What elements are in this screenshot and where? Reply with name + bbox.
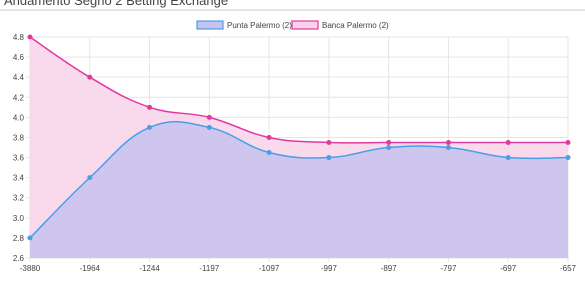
area — [30, 121, 568, 258]
x-tick-label: -1244 — [139, 264, 160, 273]
x-tick-label: -1097 — [259, 264, 280, 273]
x-tick-label: -1197 — [199, 264, 219, 273]
point — [445, 139, 451, 145]
point — [206, 124, 212, 130]
point — [445, 145, 451, 150]
point — [147, 124, 153, 130]
point — [386, 145, 392, 150]
y-tick-label: 4.4 — [13, 73, 25, 82]
x-tick-label: -1964 — [80, 264, 101, 273]
chart-title: Andamento Segno 2 Betting Exchange — [4, 0, 228, 8]
point — [206, 114, 212, 120]
legend-swatch — [196, 20, 224, 30]
x-tick-label: -3880 — [20, 264, 41, 273]
legend-label: Punta Palermo (2) — [227, 21, 292, 30]
point — [266, 134, 272, 140]
x-tick-label: -697 — [500, 264, 517, 273]
point — [87, 175, 93, 181]
y-tick-label: 4.6 — [13, 53, 25, 62]
point — [326, 139, 332, 145]
y-tick-label: 3.4 — [13, 174, 25, 183]
y-tick-label: 3.6 — [13, 154, 25, 163]
point — [326, 155, 332, 161]
point — [505, 155, 511, 161]
x-tick-label: -657 — [560, 264, 577, 273]
point — [386, 139, 392, 145]
legend-swatch — [291, 20, 319, 30]
point — [565, 155, 571, 161]
x-tick-label: -997 — [321, 264, 338, 273]
point — [87, 74, 93, 80]
point — [147, 104, 153, 110]
y-tick-label: 4.8 — [13, 33, 25, 42]
y-tick-label: 2.8 — [13, 234, 25, 243]
line — [29, 120, 569, 239]
point — [565, 139, 571, 145]
y-tick-label: 4.2 — [13, 93, 25, 102]
line — [29, 36, 568, 144]
y-tick-label: 2.6 — [13, 254, 25, 263]
x-tick-label: -797 — [440, 264, 457, 273]
y-tick-label: 4.0 — [13, 113, 25, 122]
point — [505, 139, 511, 145]
y-tick-label: 3.8 — [13, 133, 25, 142]
legend-label: Banca Palermo (2) — [322, 21, 389, 30]
point — [27, 34, 33, 40]
point — [27, 235, 33, 241]
y-tick-label: 3.2 — [13, 194, 25, 203]
point — [266, 150, 272, 156]
y-tick-label: 3.0 — [13, 214, 25, 223]
x-tick-label: -897 — [381, 264, 398, 273]
